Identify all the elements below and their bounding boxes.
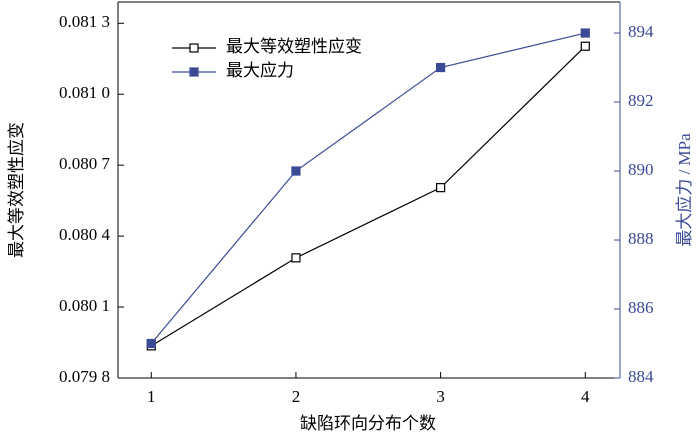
data-point [436,62,446,73]
y-tick-label: 0.081 3 [59,12,110,31]
x-tick-label: 4 [581,387,590,406]
y2-tick-label: 892 [628,91,654,110]
y2-axis-label: 最大应力 / MPa [675,133,694,247]
y2-tick-label: 894 [628,22,654,41]
y2-tick-label: 884 [628,367,654,386]
series-line [150,45,586,347]
legend-marker [189,67,199,77]
y2-tick-label: 886 [628,298,654,317]
data-point [580,28,590,38]
y-tick-label: 0.079 8 [59,367,110,386]
data-point [291,166,301,176]
y-tick-label: 0.080 1 [59,296,110,315]
x-tick-label: 3 [436,387,445,406]
legend-label: 最大等效塑性应变 [226,37,362,56]
legend-label: 最大应力 [226,61,294,80]
series-line [150,32,586,344]
x-tick-label: 1 [147,387,156,406]
y-tick-label: 0.081 0 [59,83,110,102]
legend-marker [189,43,199,53]
data-point [291,253,301,263]
y-tick-label: 0.080 4 [59,225,111,244]
y2-tick-label: 888 [628,229,654,248]
data-point [146,338,156,349]
data-point [580,41,590,51]
x-tick-label: 2 [292,387,301,406]
x-axis-label: 缺陷环向分布个数 [300,414,436,433]
data-point [436,183,446,193]
y2-tick-label: 890 [628,160,654,179]
y-axis-label: 最大等效塑性应变 [7,122,26,258]
y-tick-label: 0.080 7 [59,154,111,173]
